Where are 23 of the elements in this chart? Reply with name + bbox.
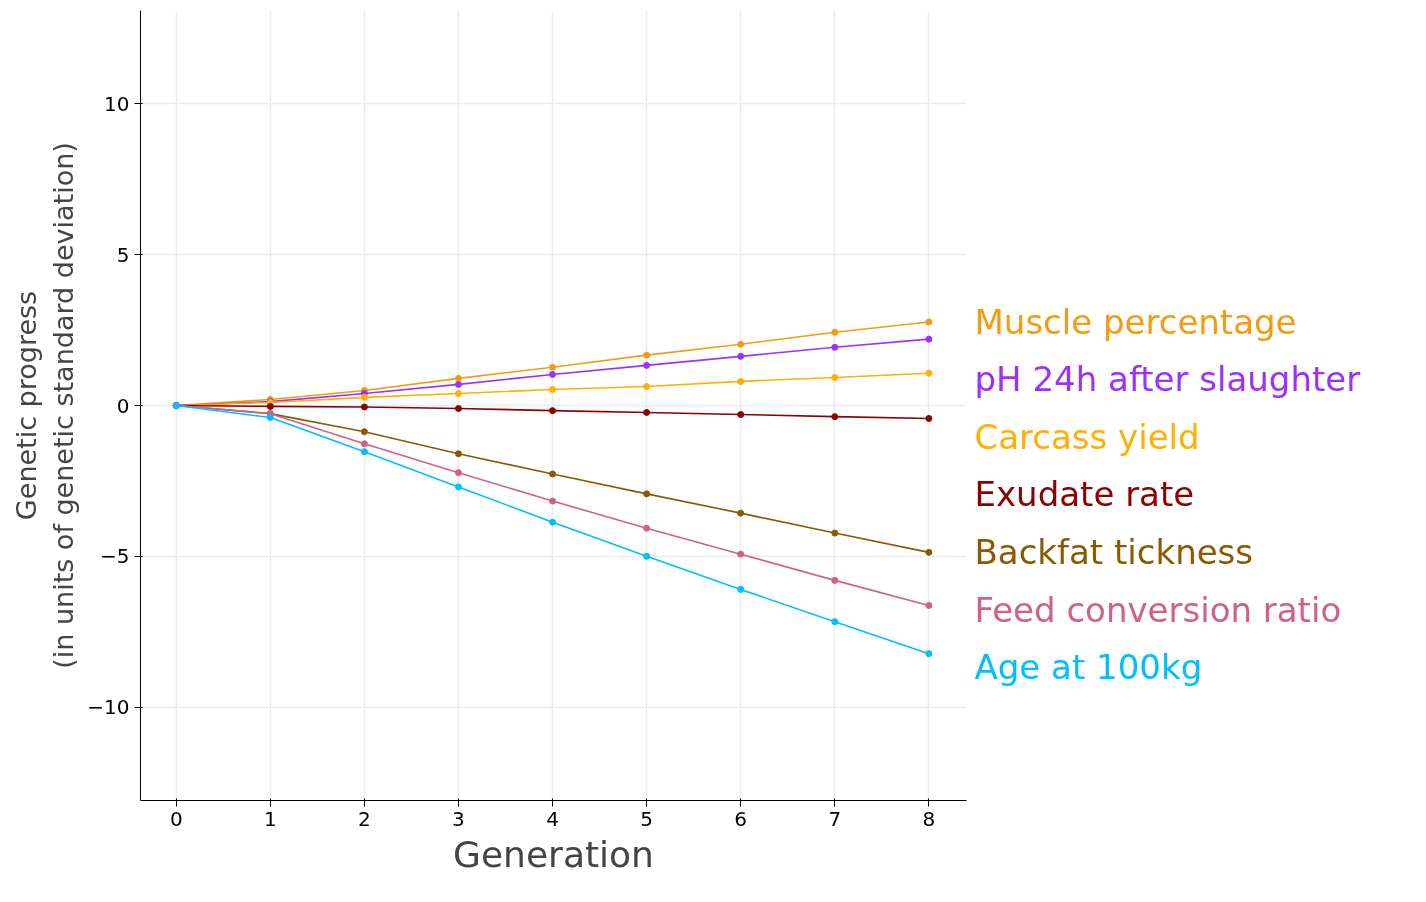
y-tick-label: 5 (116, 242, 130, 267)
x-tick-label: 4 (546, 806, 559, 831)
x-tick-label: 8 (922, 806, 936, 831)
y-tick-label: −10 (87, 695, 130, 720)
x-tick-label: 3 (452, 806, 465, 831)
x-tick-label: 6 (734, 806, 748, 831)
x-tick-label: 5 (640, 806, 654, 831)
y-tick-label: 10 (104, 91, 130, 116)
x-tick-label: 1 (263, 806, 277, 831)
x-tick-label: 2 (358, 806, 371, 831)
x-tick-label: 0 (169, 806, 183, 831)
x-axis-title: Generation (453, 833, 654, 875)
y-tick-label: −5 (100, 544, 130, 569)
series-label: Muscle percentage (974, 301, 1297, 342)
series-label: Backfat tickness (974, 532, 1254, 573)
series-label: Feed conversion ratio (974, 589, 1342, 630)
text: Exudate rate (974, 473, 1195, 514)
y-axis-title: Genetic progress (in units of genetic standard deviation) (11, 142, 80, 669)
series-label: Carcass yield (974, 416, 1200, 457)
series-label: pH 24h after slaughter (974, 359, 1361, 400)
series-label: Age at 100kg (974, 646, 1203, 687)
x-tick-label: 7 (828, 806, 842, 831)
y-tick-label: 0 (116, 393, 130, 418)
